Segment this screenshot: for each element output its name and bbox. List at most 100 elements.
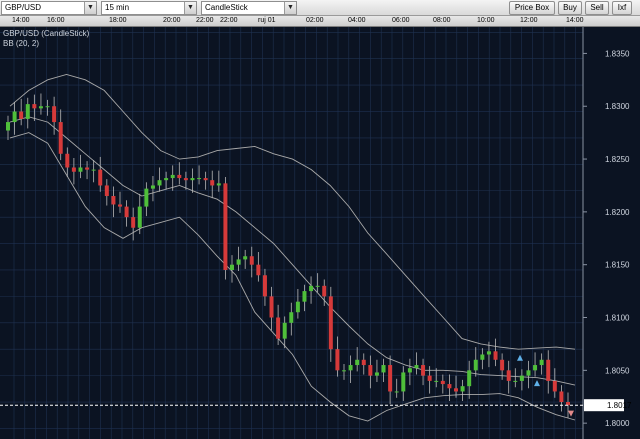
candle-bull — [197, 178, 202, 180]
candle-bear — [203, 178, 208, 181]
price-tick-label: 1.8300 — [605, 102, 630, 111]
candle-bear — [322, 285, 327, 297]
candle-bear — [131, 217, 136, 228]
candle-bear — [276, 317, 281, 339]
candle-bull — [25, 104, 30, 119]
price-tick-label: 1.8000 — [605, 419, 630, 428]
candle-bull — [78, 167, 83, 172]
candle-bull — [480, 354, 485, 360]
time-label: 22:00 — [220, 17, 238, 24]
chart-type-value: CandleStick — [205, 3, 248, 12]
candle-bull — [348, 365, 353, 371]
current-price-box — [584, 399, 624, 412]
candle-bear — [256, 264, 261, 276]
candle-bull — [519, 375, 524, 381]
chart-type-select[interactable]: CandleStick ▼ — [201, 1, 297, 15]
price-tick-label: 1.8150 — [605, 261, 630, 270]
candle-bear — [335, 349, 340, 371]
candle-bear — [566, 402, 570, 406]
candle-bull — [282, 322, 287, 339]
time-label: 06:00 — [392, 17, 410, 24]
candle-bull — [6, 122, 10, 131]
candle-bull — [539, 359, 544, 366]
candle-bull — [513, 380, 518, 382]
candle-bear — [552, 380, 557, 392]
candle-bull — [243, 256, 248, 260]
time-label: 22:00 — [196, 17, 214, 24]
time-label: 08:00 — [433, 17, 451, 24]
current-price-label: 1.8017 — [607, 401, 632, 410]
candle-bull — [38, 106, 43, 109]
candle-bear — [262, 275, 267, 297]
candle-bear — [177, 174, 182, 179]
candle-bear — [440, 380, 445, 385]
candle-bear — [493, 351, 498, 360]
candle-bear — [454, 388, 458, 392]
candle-bear — [427, 375, 432, 381]
candle-bear — [328, 296, 333, 350]
candle-bull — [401, 372, 406, 392]
price-tick-label: 1.8100 — [605, 314, 630, 323]
candle-bear — [65, 153, 70, 168]
time-label: 14:00 — [12, 17, 30, 24]
candle-bull — [190, 178, 195, 181]
arrow-up-icon — [534, 380, 540, 387]
candle-bull — [164, 178, 169, 181]
candle-bear — [361, 359, 366, 366]
candle-bull — [12, 111, 17, 123]
candle-bear — [500, 359, 505, 371]
candle-bull — [170, 174, 175, 179]
time-label: 14:00 — [566, 17, 584, 24]
candle-bull — [526, 370, 531, 376]
bollinger-upper-band — [9, 74, 576, 350]
candle-bear — [58, 122, 63, 154]
price-box-button[interactable]: Price Box — [509, 1, 555, 15]
bollinger-lower-band — [9, 132, 576, 422]
candle-bull — [295, 301, 300, 313]
candle-bull — [533, 365, 538, 371]
time-label: ruj 01 — [258, 17, 276, 24]
bollinger-middle-band — [9, 116, 576, 386]
candle-bear — [52, 106, 57, 123]
candle-bull — [157, 180, 162, 186]
candle-bear — [98, 169, 103, 186]
symbol-select[interactable]: GBP/USD ▼ — [1, 1, 97, 15]
candle-bear — [19, 111, 24, 119]
candle-bear — [32, 104, 37, 109]
price-chart[interactable]: 1.8350 1.8300 1.8250 1.8200 1.8150 1.8100 1.80… — [0, 27, 640, 439]
time-axis: 14:00 16:00 18:00 20:00 22:00 22:00 ruj … — [0, 16, 640, 27]
chevron-down-icon[interactable]: ▼ — [84, 2, 96, 14]
candle-bull — [414, 365, 419, 369]
candle-bull — [144, 188, 149, 207]
time-label: 04:00 — [348, 17, 366, 24]
arrow-up-icon — [517, 354, 523, 361]
chart-area[interactable]: 1.8350 1.8300 1.8250 1.8200 1.8150 1.8100 1.80… — [0, 27, 640, 439]
candle-bear — [249, 256, 254, 265]
price-tick-label: 1.8200 — [605, 208, 630, 217]
candle-bear — [71, 167, 76, 172]
chevron-down-icon[interactable]: ▼ — [184, 2, 196, 14]
buy-button[interactable]: Buy — [558, 1, 582, 15]
candle-bear — [559, 391, 564, 403]
candle-bear — [85, 167, 90, 170]
timeframe-select[interactable]: 15 min ▼ — [101, 1, 197, 15]
extra-button[interactable]: Ixf — [612, 1, 632, 15]
time-label: 02:00 — [306, 17, 324, 24]
candle-bull — [473, 359, 478, 371]
toolbar: GBP/USD ▼ 15 min ▼ CandleStick ▼ Price B… — [0, 0, 640, 16]
sell-button[interactable]: Sell — [585, 1, 609, 15]
chart-legend: GBP/USD (CandleStick) — [3, 29, 90, 38]
candle-bear — [223, 183, 228, 270]
candle-bull — [394, 391, 399, 393]
candle-bull — [460, 386, 465, 392]
candle-bull — [289, 312, 294, 323]
candle-bear — [506, 370, 511, 381]
candle-bear — [421, 365, 426, 376]
candle-bear — [546, 359, 551, 381]
candle-bull — [467, 370, 472, 387]
chevron-down-icon[interactable]: ▼ — [284, 2, 296, 14]
time-label: 20:00 — [163, 17, 181, 24]
candle-bull — [374, 372, 379, 376]
time-label: 16:00 — [47, 17, 65, 24]
candle-bull — [407, 368, 412, 373]
